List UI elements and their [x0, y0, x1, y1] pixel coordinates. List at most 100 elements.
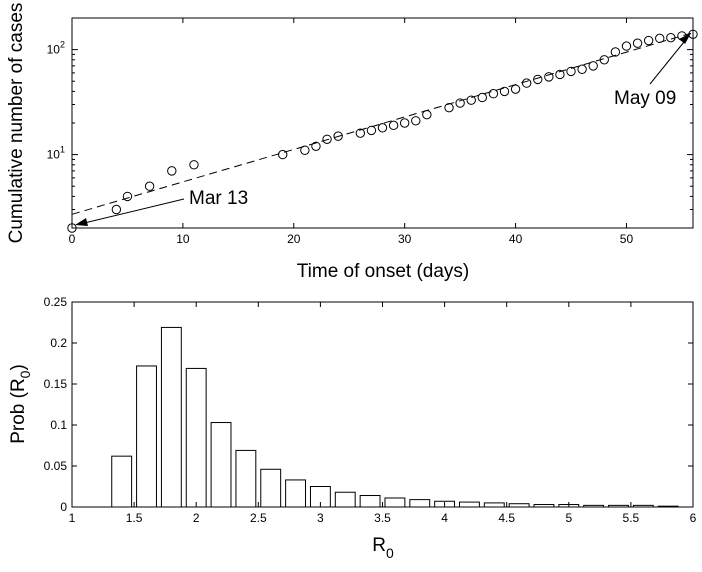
bottom-x-tick-label: 4.5 — [498, 511, 515, 525]
r0-bar — [260, 468, 282, 508]
annotation-may-09-arrow — [649, 36, 689, 85]
top-y-ticks: 101 102 — [47, 17, 693, 229]
r0-bar — [533, 504, 555, 508]
annotation-mar-13-arrow — [79, 198, 185, 225]
r0-bar — [160, 326, 182, 508]
top-y-axis-label: Cumulative number of cases — [6, 3, 27, 244]
bottom-y-axis-label: Prob (R0) — [8, 364, 33, 444]
r0-bar — [632, 504, 654, 508]
r0-bar — [136, 365, 157, 508]
case-point — [655, 33, 665, 44]
case-point — [355, 128, 366, 138]
case-point — [621, 41, 632, 51]
bottom-x-axis-label: R0 — [372, 535, 394, 561]
bottom-y-tick-label: 0.05 — [44, 459, 68, 473]
case-point — [399, 118, 410, 128]
top-x-ticks: 0 10 20 30 40 50 — [69, 18, 633, 246]
bottom-x-tick-label: 5 — [565, 511, 572, 525]
bottom-x-tick-label: 2 — [193, 511, 200, 525]
case-point — [488, 89, 499, 99]
case-point — [610, 47, 621, 57]
case-point — [277, 149, 288, 160]
r0-bar — [210, 422, 232, 508]
r0-bar — [657, 505, 679, 508]
top-x-tick-label: 10 — [176, 232, 190, 246]
bottom-y-ticks: 0 0.05 0.1 0.15 0.2 0.25 — [44, 295, 693, 514]
case-point — [167, 166, 177, 176]
annotation-may-09: May 09 — [614, 88, 676, 109]
case-point — [544, 72, 554, 82]
r0-bar — [508, 503, 530, 508]
case-point — [422, 109, 432, 120]
r0-bar — [459, 501, 480, 508]
top-x-tick-label: 40 — [509, 232, 523, 246]
case-point — [510, 84, 521, 94]
case-point — [588, 61, 598, 71]
r0-bar — [583, 504, 605, 508]
r0-bar — [334, 491, 356, 508]
bottom-x-tick-label: 4 — [441, 511, 448, 525]
r0-bar — [359, 495, 381, 508]
case-point — [67, 223, 77, 233]
case-point — [477, 92, 488, 103]
exponential-fit-line — [71, 32, 694, 215]
case-point — [300, 145, 310, 155]
case-point — [466, 95, 476, 105]
case-point — [322, 134, 332, 144]
case-point — [533, 74, 543, 85]
case-point — [366, 125, 377, 136]
case-point — [566, 66, 576, 77]
bottom-y-tick-label: 0 — [60, 500, 67, 514]
case-point — [377, 123, 388, 133]
bottom-y-tick-label: 0.25 — [44, 295, 68, 309]
r0-bar — [608, 504, 629, 508]
r0-bars — [111, 326, 679, 508]
case-point — [666, 32, 676, 43]
top-x-tick-label: 30 — [398, 232, 412, 246]
bottom-x-tick-label: 6 — [690, 511, 697, 525]
case-point — [632, 38, 643, 48]
annotation-mar-13-arrowhead — [75, 218, 88, 226]
case-point — [444, 102, 454, 113]
bottom-x-tick-label: 1 — [69, 511, 76, 525]
r0-bar — [483, 502, 505, 508]
top-y-tick-label: 102 — [47, 40, 65, 57]
case-point — [144, 181, 155, 191]
bottom-y-tick-label: 0.15 — [44, 377, 68, 391]
case-point — [388, 120, 399, 131]
case-point — [189, 160, 199, 170]
bottom-y-tick-label: 0.1 — [50, 418, 67, 432]
r0-bar — [285, 479, 306, 508]
case-point — [122, 191, 133, 202]
case-point — [311, 141, 321, 151]
r0-bar — [409, 499, 431, 508]
bottom-x-tick-label: 3.5 — [374, 511, 391, 525]
top-x-tick-label: 0 — [69, 232, 76, 246]
r0-bar — [185, 367, 207, 508]
bottom-x-tick-label: 3 — [317, 511, 324, 525]
top-y-tick-label: 101 — [47, 145, 65, 162]
bottom-x-ticks: 1 1.5 2 2.5 3 3.5 4 4.5 5 5.5 6 — [69, 302, 697, 525]
r0-bar — [111, 455, 133, 508]
r0-bar — [235, 449, 257, 508]
case-point — [333, 131, 343, 141]
case-point — [521, 78, 532, 88]
case-point — [411, 116, 421, 126]
top-x-axis-label: Time of onset (days) — [297, 261, 469, 282]
case-point — [455, 98, 465, 108]
r0-distribution-panel: 1 1.5 2 2.5 3 3.5 4 4.5 5 5.5 6 0 0.05 0.1 0.15 0.2 0.2… — [8, 295, 697, 561]
bottom-y-tick-label: 0.2 — [50, 336, 67, 350]
case-point — [577, 64, 587, 74]
case-point — [643, 35, 654, 46]
case-point — [555, 69, 565, 80]
r0-bar — [384, 497, 406, 508]
annotation-mar-13: Mar 13 — [189, 188, 248, 209]
top-series — [67, 29, 698, 233]
bottom-x-tick-label: 2.5 — [250, 511, 267, 525]
case-point — [111, 204, 122, 215]
case-point — [599, 55, 609, 65]
bottom-x-tick-label: 1.5 — [126, 511, 143, 525]
annotation-may-09-arrowhead — [679, 33, 691, 44]
